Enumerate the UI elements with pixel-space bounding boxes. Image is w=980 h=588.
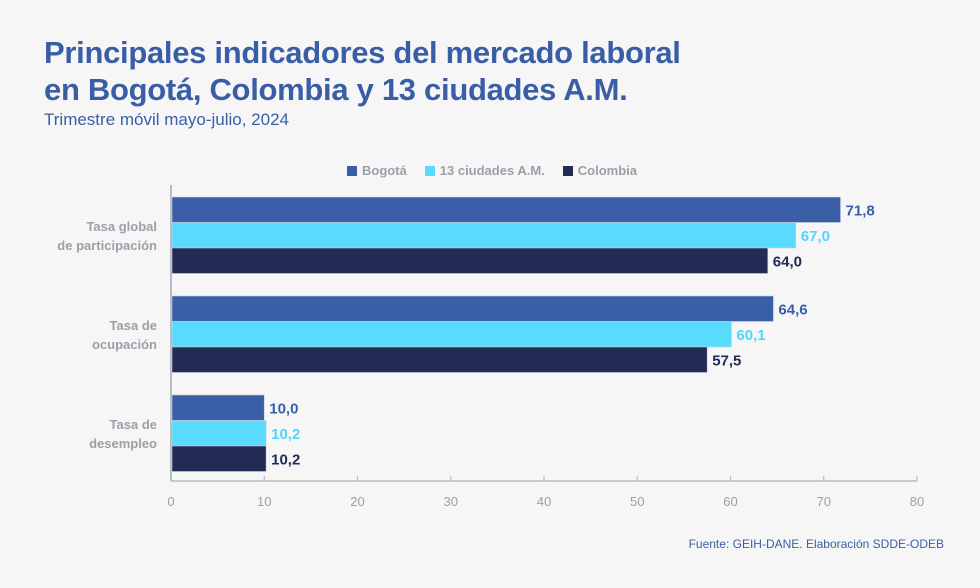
bar-13-ciudades-a-m--2 (171, 420, 267, 447)
x-tick-label: 0 (167, 494, 174, 509)
legend-swatch-13-ciudades (424, 165, 435, 176)
category-label: de participación (57, 238, 157, 253)
bar-13-ciudades-a-m--1 (171, 321, 732, 348)
data-label: 67,0 (801, 228, 830, 245)
x-tick-label: 80 (910, 494, 924, 509)
legend-swatch-bogota (346, 165, 357, 176)
x-tick-label: 10 (257, 494, 271, 509)
legend-label-bogota: Bogotá (361, 163, 407, 178)
data-label: 64,6 (778, 301, 807, 318)
category-label: Tasa de (110, 417, 157, 432)
category-label: Tasa de (110, 318, 157, 333)
legend-label-colombia: Colombia (577, 163, 637, 178)
x-tick-label: 30 (444, 494, 458, 509)
legend-swatch-colombia (562, 165, 573, 176)
category-label: Tasa global (86, 219, 157, 234)
chart-title-line-1: Principales indicadores del mercado labo… (44, 35, 681, 70)
bar-colombia-0 (171, 247, 769, 274)
legend-item-bogota: Bogotá (346, 163, 407, 178)
x-tick-label: 40 (537, 494, 551, 509)
data-label: 57,5 (712, 352, 741, 369)
x-tick-label: 50 (630, 494, 644, 509)
legend: Bogotá 13 ciudades A.M. Colombia (0, 163, 980, 178)
chart-subtitle: Trimestre móvil mayo-julio, 2024 (44, 110, 289, 129)
source-note: Fuente: GEIH-DANE. Elaboración SDDE-ODEB (688, 537, 944, 551)
bar-bogot--1 (171, 295, 774, 322)
chart-title: Principales indicadores del mercado labo… (44, 34, 681, 108)
category-label: ocupación (92, 337, 157, 352)
category-label: desempleo (89, 436, 157, 451)
bar-colombia-2 (171, 445, 267, 472)
data-label: 64,0 (773, 253, 802, 270)
x-tick-label: 20 (350, 494, 364, 509)
bar-colombia-1 (171, 346, 708, 373)
legend-item-13-ciudades: 13 ciudades A.M. (424, 163, 545, 178)
bar-bogot--0 (171, 196, 841, 223)
bar-13-ciudades-a-m--0 (171, 222, 797, 249)
chart-title-line-2: en Bogotá, Colombia y 13 ciudades A.M. (44, 72, 628, 107)
x-tick-label: 70 (817, 494, 831, 509)
data-label: 71,8 (846, 202, 875, 219)
data-label: 10,2 (271, 426, 300, 443)
data-label: 60,1 (736, 327, 765, 344)
data-label: 10,0 (269, 400, 298, 417)
data-label: 10,2 (271, 451, 300, 468)
x-tick-label: 60 (723, 494, 737, 509)
legend-item-colombia: Colombia (562, 163, 637, 178)
legend-label-13-ciudades: 13 ciudades A.M. (439, 163, 545, 178)
bar-bogot--2 (171, 394, 265, 421)
